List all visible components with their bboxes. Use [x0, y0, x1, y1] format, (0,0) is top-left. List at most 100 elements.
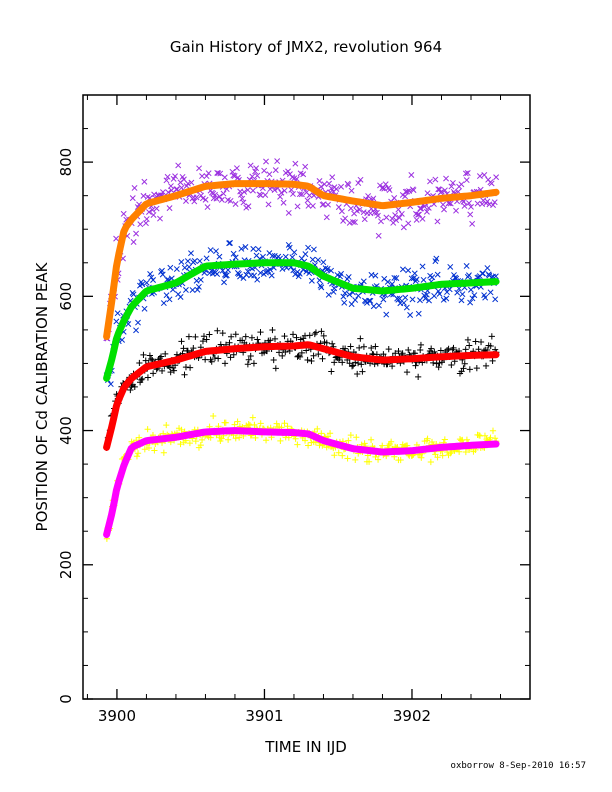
- data-point: [148, 355, 155, 363]
- data-point: [461, 203, 468, 209]
- data-point: [163, 421, 170, 429]
- data-point: [191, 198, 198, 205]
- data-point: [167, 264, 174, 271]
- data-point: [267, 266, 274, 273]
- data-point: [254, 276, 261, 283]
- data-point: [463, 177, 470, 184]
- data-point: [318, 183, 325, 190]
- data-point: [329, 340, 336, 347]
- series-3-fit-line: [103, 427, 500, 539]
- data-point: [487, 342, 494, 350]
- series-2-fit-line: [103, 341, 500, 451]
- data-point: [417, 341, 425, 349]
- data-point: [475, 346, 482, 353]
- data-point: [244, 361, 251, 368]
- data-point: [450, 344, 457, 352]
- data-point: [220, 190, 227, 197]
- data-point: [272, 365, 279, 372]
- data-point: [162, 350, 169, 358]
- data-point: [253, 165, 260, 172]
- data-point: [237, 273, 243, 280]
- data-point: [205, 170, 212, 177]
- data-point: [139, 375, 146, 383]
- data-point: [135, 319, 141, 326]
- data-point: [230, 250, 237, 257]
- data-point: [391, 195, 398, 201]
- data-point: [178, 184, 185, 191]
- data-point: [298, 349, 305, 356]
- data-point: [427, 458, 434, 466]
- data-point: [383, 214, 390, 221]
- data-point: [202, 356, 209, 363]
- data-point: [216, 193, 223, 200]
- data-point: [456, 448, 463, 455]
- data-point: [238, 245, 245, 252]
- data-point: [492, 273, 499, 280]
- data-point: [410, 187, 417, 194]
- data-point: [221, 279, 227, 286]
- data-point: [273, 420, 280, 427]
- data-point: [331, 285, 338, 292]
- data-point: [386, 187, 393, 193]
- data-point: [346, 291, 353, 298]
- data-point: [372, 272, 379, 279]
- data-point: [315, 351, 322, 358]
- data-point: [412, 278, 419, 285]
- data-point: [372, 343, 379, 350]
- data-point: [365, 458, 373, 465]
- data-point: [260, 253, 266, 260]
- data-point: [367, 297, 374, 304]
- data-point: [448, 361, 455, 369]
- data-point: [146, 209, 152, 215]
- data-point: [269, 326, 276, 334]
- data-point: [186, 364, 194, 371]
- data-point: [300, 171, 307, 178]
- data-point: [366, 297, 373, 304]
- data-point: [120, 210, 127, 217]
- data-point: [447, 200, 454, 207]
- data-point: [216, 253, 223, 260]
- data-point: [310, 352, 317, 359]
- data-point: [441, 206, 447, 213]
- data-point: [296, 270, 303, 277]
- data-point: [148, 274, 155, 281]
- data-point: [282, 253, 289, 260]
- data-point: [318, 430, 325, 437]
- data-point: [261, 167, 268, 174]
- data-point: [144, 374, 152, 381]
- data-point: [312, 329, 320, 336]
- data-point: [268, 272, 275, 279]
- data-point: [326, 180, 333, 187]
- data-point: [304, 442, 312, 449]
- data-point: [443, 295, 450, 302]
- data-point: [245, 203, 252, 210]
- data-point: [281, 187, 288, 194]
- data-point: [285, 168, 291, 175]
- data-point: [166, 296, 173, 303]
- data-point: [441, 436, 448, 443]
- data-point: [315, 256, 321, 263]
- data-point: [294, 203, 301, 210]
- data-point: [370, 195, 377, 202]
- data-point: [278, 189, 285, 196]
- data-point: [344, 455, 351, 462]
- data-point: [217, 170, 224, 177]
- data-point: [301, 437, 309, 444]
- data-point: [372, 453, 379, 460]
- data-point: [277, 193, 284, 200]
- data-point: [298, 191, 305, 198]
- data-point: [342, 215, 349, 222]
- data-point: [174, 186, 181, 193]
- data-point: [466, 200, 472, 207]
- data-point: [407, 312, 414, 318]
- data-point: [333, 186, 340, 192]
- data-point: [133, 453, 141, 460]
- data-point: [461, 360, 468, 367]
- data-point: [182, 364, 190, 371]
- data-point: [294, 441, 301, 448]
- data-point: [263, 158, 269, 165]
- data-point: [291, 249, 298, 256]
- data-point: [402, 294, 409, 301]
- data-point: [227, 197, 234, 204]
- data-point: [232, 435, 239, 442]
